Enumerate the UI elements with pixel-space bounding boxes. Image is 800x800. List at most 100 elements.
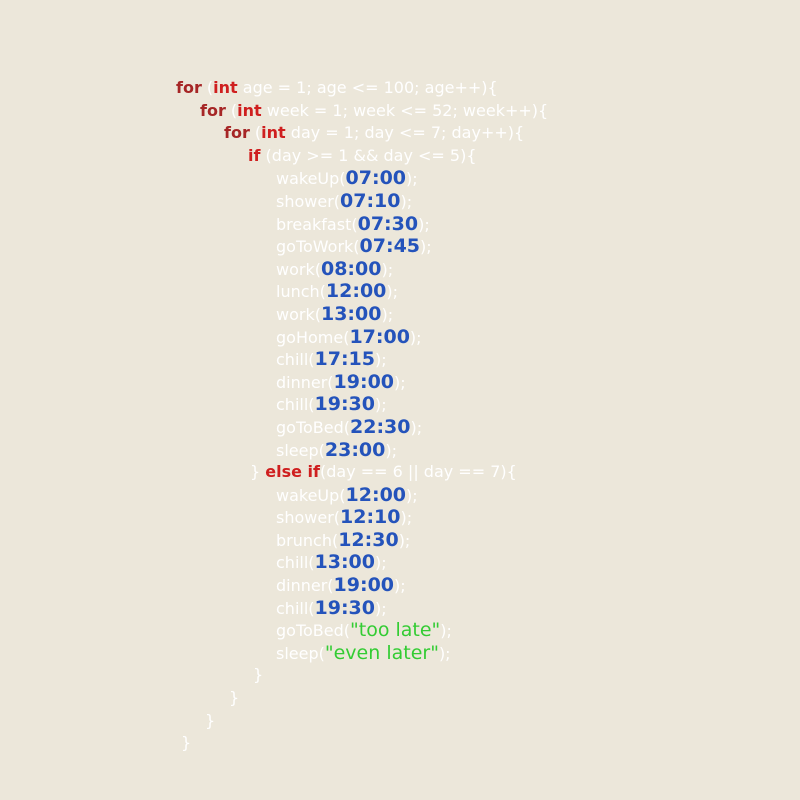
code-segment-plain: breakfast( <box>276 214 358 234</box>
code-line: chill(13:00); <box>176 551 548 574</box>
code-segment-plain: work( <box>276 259 321 279</box>
code-line: chill(19:30); <box>176 393 548 416</box>
code-segment-time: 23:00 <box>324 438 386 461</box>
code-segment-kw: int <box>213 78 238 97</box>
code-segment-plain: wakeUp( <box>276 485 346 505</box>
code-segment-plain: ); <box>375 553 387 573</box>
code-line: shower(07:10); <box>176 190 548 213</box>
code-segment-time: 13:00 <box>314 551 375 574</box>
code-segment-plain: wakeUp( <box>276 169 346 189</box>
code-segment-plain: ); <box>385 440 397 460</box>
code-segment-time: 12:00 <box>345 483 407 506</box>
code-line: chill(17:15); <box>176 348 548 371</box>
code-line: breakfast(07:30); <box>176 213 548 236</box>
code-segment-plain: } <box>229 688 240 708</box>
code-line: lunch(12:00); <box>176 280 548 303</box>
code-segment-plain: ); <box>410 417 423 437</box>
code-block: for (int age = 1; age <= 100; age++){for… <box>176 77 548 755</box>
code-segment-time: 12:10 <box>340 506 401 529</box>
code-segment-plain: chill( <box>276 395 315 415</box>
code-line: wakeUp(12:00); <box>176 484 548 507</box>
code-segment-plain: ); <box>406 485 418 505</box>
code-segment-time: 19:00 <box>333 574 395 597</box>
code-line: dinner(19:00); <box>176 574 548 597</box>
code-segment-plain: ); <box>440 621 452 641</box>
code-segment-plain: ( <box>249 123 262 143</box>
code-line: work(08:00); <box>176 258 548 281</box>
code-segment-plain: week = 1; week <= 52; week++){ <box>261 100 549 120</box>
code-line: goToBed("too late"); <box>176 619 548 642</box>
code-segment-kwfor: for <box>200 100 226 120</box>
code-segment-time: 12:00 <box>325 280 387 303</box>
code-segment-plain: ); <box>375 395 387 415</box>
code-line: for (int day = 1; day <= 7; day++){ <box>176 122 548 145</box>
code-segment-plain: goToWork( <box>276 237 360 257</box>
code-segment-plain: (day == 6 || day == 7){ <box>320 462 517 482</box>
code-line: chill(19:30); <box>176 597 548 620</box>
code-line: for (int age = 1; age <= 100; age++){ <box>176 77 548 100</box>
code-segment-time: 07:00 <box>345 167 407 190</box>
code-segment-plain: ); <box>409 327 422 347</box>
code-segment-time: 08:00 <box>320 257 382 280</box>
code-segment-time: 13:00 <box>320 302 382 325</box>
code-line: dinner(19:00); <box>176 371 548 394</box>
code-segment-plain: goHome( <box>276 327 350 347</box>
code-segment-plain: shower( <box>276 191 341 211</box>
code-line: shower(12:10); <box>176 506 548 529</box>
code-line: goToBed(22:30); <box>176 416 548 439</box>
code-line: if (day >= 1 && day <= 5){ <box>176 145 548 168</box>
code-line: for (int week = 1; week <= 52; week++){ <box>176 100 548 123</box>
code-segment-plain: } <box>253 665 264 685</box>
code-segment-time: 07:45 <box>359 235 421 258</box>
code-line: } <box>176 687 548 710</box>
code-line: } <box>176 732 548 755</box>
code-segment-plain: ); <box>381 259 394 279</box>
code-line: } <box>176 664 548 687</box>
code-segment-plain: goToBed( <box>276 417 351 437</box>
code-segment-plain: work( <box>276 304 321 324</box>
code-segment-plain: chill( <box>276 350 315 370</box>
code-segment-kwfor: for <box>176 78 202 97</box>
code-segment-plain: dinner( <box>276 576 334 596</box>
code-segment-plain: sleep( <box>276 440 325 460</box>
code-segment-plain: ); <box>400 191 413 211</box>
code-segment-plain: ); <box>375 350 387 370</box>
code-segment-str: "too late" <box>350 619 441 642</box>
code-line: wakeUp(07:00); <box>176 167 548 190</box>
code-segment-plain: shower( <box>276 508 341 528</box>
code-segment-plain: dinner( <box>276 372 334 392</box>
code-segment-kw: int <box>261 123 286 143</box>
code-segment-plain: ); <box>400 508 413 528</box>
code-segment-plain: ); <box>386 282 399 302</box>
code-segment-str: "even later" <box>324 641 439 664</box>
code-segment-plain: ); <box>438 643 451 663</box>
code-segment-plain: ); <box>398 530 411 550</box>
code-segment-plain: brunch( <box>276 530 339 550</box>
code-segment-plain: ); <box>418 214 430 234</box>
code-line: goHome(17:00); <box>176 326 548 349</box>
code-segment-kw: int <box>237 100 262 120</box>
code-segment-plain: chill( <box>276 553 315 573</box>
code-segment-plain: day = 1; day <= 7; day++){ <box>285 123 525 143</box>
code-segment-time: 07:30 <box>357 212 419 235</box>
code-segment-time: 19:30 <box>314 596 375 619</box>
code-segment-time: 17:15 <box>314 348 375 371</box>
code-segment-kw: else if <box>265 462 320 482</box>
code-segment-kw: if <box>248 145 261 165</box>
code-segment-plain: sleep( <box>276 643 325 663</box>
code-line: sleep(23:00); <box>176 439 548 462</box>
code-segment-plain: ); <box>394 372 406 392</box>
code-segment-time: 19:30 <box>314 393 375 416</box>
code-line: goToWork(07:45); <box>176 235 548 258</box>
code-segment-plain: } <box>205 710 216 730</box>
code-segment-plain: (day >= 1 && day <= 5){ <box>260 145 477 165</box>
code-segment-plain: lunch( <box>276 282 326 302</box>
code-segment-plain: ); <box>394 576 406 596</box>
code-segment-plain: ( <box>201 78 214 97</box>
code-segment-plain: } <box>250 462 266 482</box>
code-segment-plain: ); <box>381 304 394 324</box>
code-line: sleep("even later"); <box>176 642 548 665</box>
code-segment-plain: } <box>181 733 192 753</box>
code-segment-time: 07:10 <box>340 189 401 212</box>
